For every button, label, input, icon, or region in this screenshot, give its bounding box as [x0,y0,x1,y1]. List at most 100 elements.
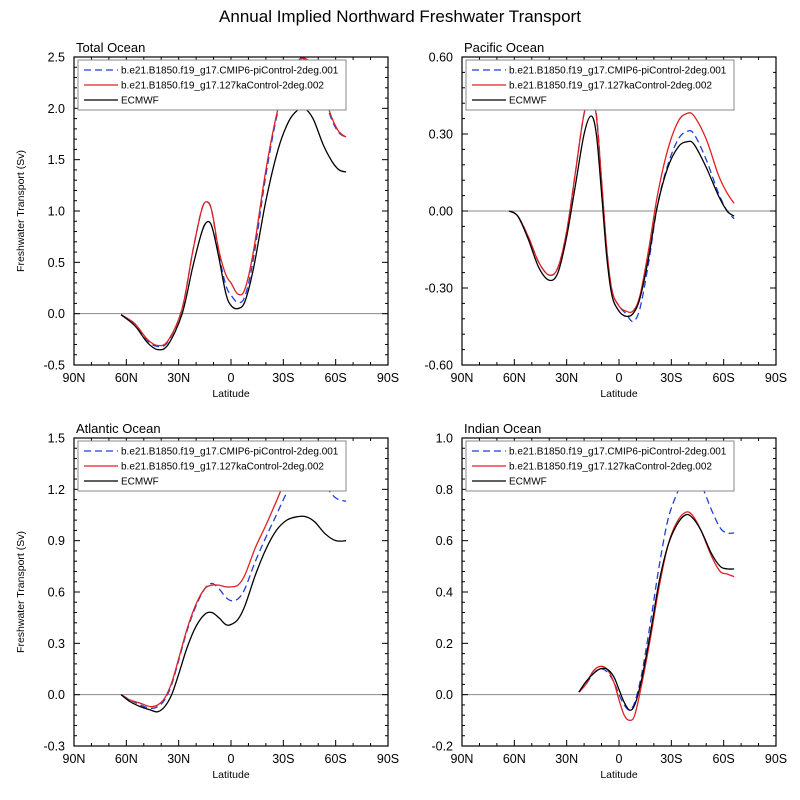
y-tick-label: 0.8 [436,483,453,497]
atlantic-ocean-panel: 90N 60N 30N 0 30S 60S 90S -0.3 0.0 0.3 0.6 0.9 1.2 1.… [15,421,399,781]
x-axis-title: Latitude [600,769,638,781]
plot-frame [73,437,389,747]
y-tick-label: 0.60 [429,51,453,65]
legend-entry: b.e21.B1850.f19_g17.CMIP6-piControl-2deg… [121,447,339,458]
legend: b.e21.B1850.f19_g17.CMIP6-piControl-2deg… [465,440,735,492]
x-tick-label: 30S [272,752,294,766]
legend-entry: b.e21.B1850.f19_g17.127kaControl-2deg.00… [121,462,324,473]
legend-entry: b.e21.B1850.f19_g17.127kaControl-2deg.00… [509,462,712,473]
x-tick-label: 90S [377,752,399,766]
y-axis-title: Freshwater Transport (Sv) [15,150,27,272]
panel-title: Total Ocean [76,40,145,55]
series-line [120,457,347,708]
legend: b.e21.B1850.f19_g17.CMIP6-piControl-2deg… [77,59,347,111]
series-line [578,513,735,711]
legend-box [465,59,735,111]
series-group [578,472,735,722]
y-tick-label: 1.5 [48,432,65,446]
y-tick-label: 0.5 [48,256,65,270]
x-tick-label: 60S [713,371,735,385]
total-ocean-panel: 90N 60N 30N 0 30S 60S 90S -0.5 0.0 0.5 1.0 1.5 2.0 2.… [15,40,399,400]
series-group [508,94,735,323]
y-tick-label: -0.5 [43,359,65,373]
x-tick-label: 30N [555,752,578,766]
x-tick-label: 0 [228,371,235,385]
legend-entry: ECMWF [509,477,547,488]
x-tick-label: 30N [167,752,190,766]
panel-title: Pacific Ocean [464,40,544,55]
legend: b.e21.B1850.f19_g17.CMIP6-piControl-2deg… [465,59,735,111]
y-tick-label: -0.30 [425,282,454,296]
x-tick-label: 90N [63,371,86,385]
x-tick-label: 60S [325,752,347,766]
y-tick-label: 0.30 [429,128,453,142]
y-tick-label: 0.3 [48,637,65,651]
indian-ocean-panel: 90N 60N 30N 0 30S 60S 90S -0.2 0.0 0.2 0.4 0.6 0.8 1.… [431,421,787,781]
y-tick-label: 0.6 [48,586,65,600]
x-tick-label: 0 [228,752,235,766]
y-tick-label: 0.2 [436,637,453,651]
figure-title: Annual Implied Northward Freshwater Tran… [219,7,581,26]
series-line [508,94,735,323]
x-tick-label: 60N [503,371,526,385]
y-tick-label: 1.5 [48,153,65,167]
series-line [120,515,347,713]
x-axis-title: Latitude [600,388,638,400]
y-tick-label: 0.6 [436,534,453,548]
y-tick-label: 2.5 [48,51,65,65]
x-tick-label: 90S [765,752,787,766]
y-tick-label: 0.0 [48,307,65,321]
x-tick-label: 30S [272,371,294,385]
series-line [508,97,735,314]
y-tick-label: 0.00 [429,205,453,219]
x-tick-label: 30S [660,752,682,766]
legend-entry: b.e21.B1850.f19_g17.127kaControl-2deg.00… [509,81,712,92]
x-tick-label: 30N [555,371,578,385]
legend-box [77,440,347,492]
x-axis-title: Latitude [212,388,250,400]
plot-frame [73,56,389,366]
legend-entry: b.e21.B1850.f19_g17.CMIP6-piControl-2deg… [509,447,727,458]
x-tick-label: 90S [377,371,399,385]
x-tick-label: 90N [451,371,474,385]
panels: 90N 60N 30N 0 30S 60S 90S -0.5 0.0 0.5 1.0 1.5 2.0 2.… [15,40,787,781]
legend-entry: b.e21.B1850.f19_g17.CMIP6-piControl-2deg… [121,66,339,77]
y-tick-label: 1.2 [48,483,65,497]
y-tick-label: 0.4 [436,586,453,600]
x-axis-title: Latitude [212,769,250,781]
y-axis-title: Freshwater Transport (Sv) [15,531,27,653]
legend-entry: b.e21.B1850.f19_g17.127kaControl-2deg.00… [121,81,324,92]
legend-entry: b.e21.B1850.f19_g17.CMIP6-piControl-2deg… [509,66,727,77]
series-line [578,511,735,722]
legend-entry: ECMWF [121,96,159,107]
legend-box [77,59,347,111]
y-tick-label: -0.2 [431,740,453,754]
x-tick-label: 0 [616,752,623,766]
x-tick-label: 60S [713,752,735,766]
series-line [508,115,735,318]
series-group [120,457,347,713]
y-tick-label: 0.0 [48,688,65,702]
y-tick-label: 0.0 [436,688,453,702]
panel-title: Indian Ocean [464,421,541,436]
x-tick-label: 60N [115,752,138,766]
y-tick-label: -0.3 [43,740,65,754]
x-tick-label: 60S [325,371,347,385]
x-tick-label: 90N [63,752,86,766]
x-tick-label: 0 [616,371,623,385]
plot-frame [461,437,777,747]
x-tick-label: 60N [115,371,138,385]
series-line [578,472,735,711]
x-tick-label: 30N [167,371,190,385]
x-tick-label: 60N [503,752,526,766]
x-tick-label: 30S [660,371,682,385]
legend: b.e21.B1850.f19_g17.CMIP6-piControl-2deg… [77,440,347,492]
legend-box [465,440,735,492]
legend-entry: ECMWF [509,96,547,107]
y-tick-label: 2.0 [48,102,65,116]
x-tick-label: 90N [451,752,474,766]
y-tick-label: -0.60 [425,359,454,373]
x-tick-label: 90S [765,371,787,385]
panel-title: Atlantic Ocean [76,421,161,436]
